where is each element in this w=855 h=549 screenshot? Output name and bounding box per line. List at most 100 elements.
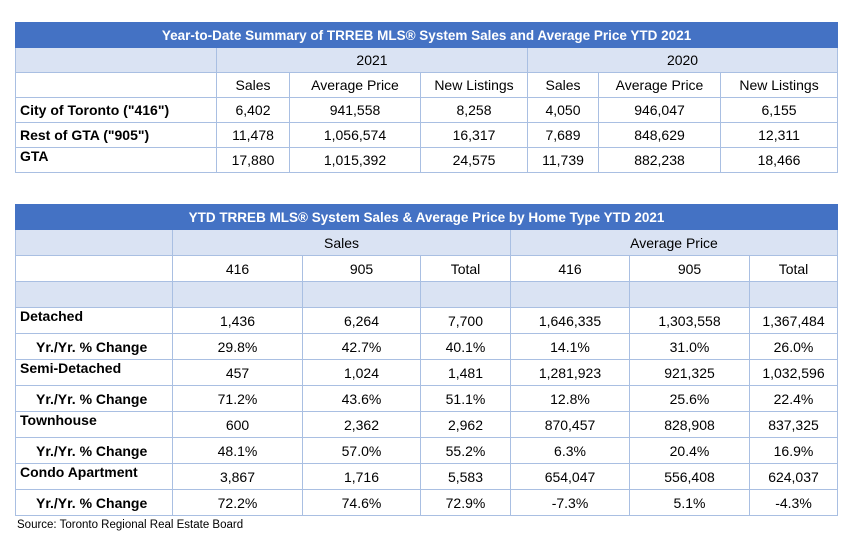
row-label: Yr./Yr. % Change xyxy=(15,385,173,412)
table-row: Condo Apartment 3,867 1,716 5,583 654,047 556… xyxy=(15,463,838,490)
cell: 74.6% xyxy=(302,489,421,516)
cell: 1,716 xyxy=(302,463,421,490)
avg-price-group-header: Average Price xyxy=(510,229,838,256)
table-row: Semi-Detached 457 1,024 1,481 1,281,923 921,3… xyxy=(15,359,838,386)
table-row: Townhouse 600 2,362 2,962 870,457 828,908 837,… xyxy=(15,411,838,438)
cell: 24,575 xyxy=(420,147,528,173)
row-label: Condo Apartment xyxy=(15,463,173,490)
cell: 1,281,923 xyxy=(510,359,630,386)
year-2020-header: 2020 xyxy=(526,47,839,73)
col-header: Sales xyxy=(216,72,290,98)
home-type-table: YTD TRREB MLS® System Sales & Average Pr… xyxy=(15,204,838,516)
row-label: Townhouse xyxy=(15,411,173,438)
table-row: Yr./Yr. % Change 72.2% 74.6% 72.9% -7.3% 5.1%… xyxy=(15,489,838,516)
cell: 2,962 xyxy=(420,411,511,438)
cell: 12,311 xyxy=(719,122,839,148)
cell: 71.2% xyxy=(172,385,303,412)
spacer-cell xyxy=(749,281,838,308)
table-row: Yr./Yr. % Change 71.2% 43.6% 51.1% 12.8% 25.6… xyxy=(15,385,838,412)
cell: 1,056,574 xyxy=(289,122,421,148)
cell: 921,325 xyxy=(629,359,750,386)
row-label: City of Toronto ("416") xyxy=(15,97,217,123)
col-header: Total xyxy=(749,255,838,282)
cell: 55.2% xyxy=(420,437,511,464)
col-header: 416 xyxy=(172,255,303,282)
cell: 6.3% xyxy=(510,437,630,464)
table2-corner xyxy=(15,229,173,256)
table-row: Yr./Yr. % Change 29.8% 42.7% 40.1% 14.1% 31.0… xyxy=(15,333,838,360)
col-header: Sales xyxy=(527,72,599,98)
cell: 870,457 xyxy=(510,411,630,438)
row-label: Yr./Yr. % Change xyxy=(15,333,173,360)
row-label: GTA xyxy=(15,147,217,173)
table1-corner xyxy=(15,47,217,73)
cell: 1,646,335 xyxy=(510,307,630,334)
cell: 6,402 xyxy=(216,97,290,123)
cell: 40.1% xyxy=(420,333,511,360)
cell: 16,317 xyxy=(420,122,528,148)
spacer-cell xyxy=(629,281,750,308)
cell: 2,362 xyxy=(302,411,421,438)
cell: -4.3% xyxy=(749,489,838,516)
cell: 6,155 xyxy=(719,97,839,123)
sales-group-header: Sales xyxy=(172,229,511,256)
col-header: New Listings xyxy=(420,72,528,98)
ytd-summary-table: Year-to-Date Summary of TRREB MLS® Syste… xyxy=(14,22,839,173)
cell: 11,478 xyxy=(216,122,290,148)
spacer-cell xyxy=(302,281,421,308)
cell: 42.7% xyxy=(302,333,421,360)
table-row: Yr./Yr. % Change 48.1% 57.0% 55.2% 6.3% 20.4%… xyxy=(15,437,838,464)
table-row: Detached 1,436 6,264 7,700 1,646,335 1,303,55… xyxy=(15,307,838,334)
cell: 22.4% xyxy=(749,385,838,412)
cell: 828,908 xyxy=(629,411,750,438)
cell: 48.1% xyxy=(172,437,303,464)
cell: 457 xyxy=(172,359,303,386)
cell: 600 xyxy=(172,411,303,438)
cell: 12.8% xyxy=(510,385,630,412)
cell: 72.9% xyxy=(420,489,511,516)
cell: 43.6% xyxy=(302,385,421,412)
cell: 29.8% xyxy=(172,333,303,360)
cell: 1,367,484 xyxy=(749,307,838,334)
cell: 882,238 xyxy=(598,147,721,173)
cell: 72.2% xyxy=(172,489,303,516)
col-header: 905 xyxy=(629,255,750,282)
cell: 5.1% xyxy=(629,489,750,516)
col-header: Average Price xyxy=(598,72,721,98)
col-header: Average Price xyxy=(289,72,421,98)
cell: 5,583 xyxy=(420,463,511,490)
cell: 16.9% xyxy=(749,437,838,464)
cell: 7,689 xyxy=(527,122,599,148)
col-header: New Listings xyxy=(719,72,839,98)
cell: 1,481 xyxy=(420,359,511,386)
table1-blank xyxy=(15,72,217,98)
cell: 20.4% xyxy=(629,437,750,464)
table2-title: YTD TRREB MLS® System Sales & Average Pr… xyxy=(15,204,838,230)
source-note: Source: Toronto Regional Real Estate Boa… xyxy=(17,519,244,531)
cell: 1,015,392 xyxy=(289,147,421,173)
cell: 51.1% xyxy=(420,385,511,412)
year-2021-header: 2021 xyxy=(216,47,528,73)
cell: 946,047 xyxy=(598,97,721,123)
spacer-cell xyxy=(420,281,511,308)
row-label: Semi-Detached xyxy=(15,359,173,386)
cell: 18,466 xyxy=(719,147,839,173)
cell: 624,037 xyxy=(749,463,838,490)
col-header: 416 xyxy=(510,255,630,282)
spacer-cell xyxy=(510,281,630,308)
row-label: Detached xyxy=(15,307,173,334)
cell: 57.0% xyxy=(302,437,421,464)
cell: 654,047 xyxy=(510,463,630,490)
cell: 26.0% xyxy=(749,333,838,360)
col-header: 905 xyxy=(302,255,421,282)
table1-title: Year-to-Date Summary of TRREB MLS® Syste… xyxy=(14,22,839,48)
col-header: Total xyxy=(420,255,511,282)
cell: 11,739 xyxy=(527,147,599,173)
cell: 1,303,558 xyxy=(629,307,750,334)
spacer-cell xyxy=(172,281,303,308)
spacer-cell xyxy=(15,281,173,308)
cell: 3,867 xyxy=(172,463,303,490)
cell: 25.6% xyxy=(629,385,750,412)
row-label: Yr./Yr. % Change xyxy=(15,437,173,464)
row-label: Rest of GTA ("905") xyxy=(15,122,217,148)
